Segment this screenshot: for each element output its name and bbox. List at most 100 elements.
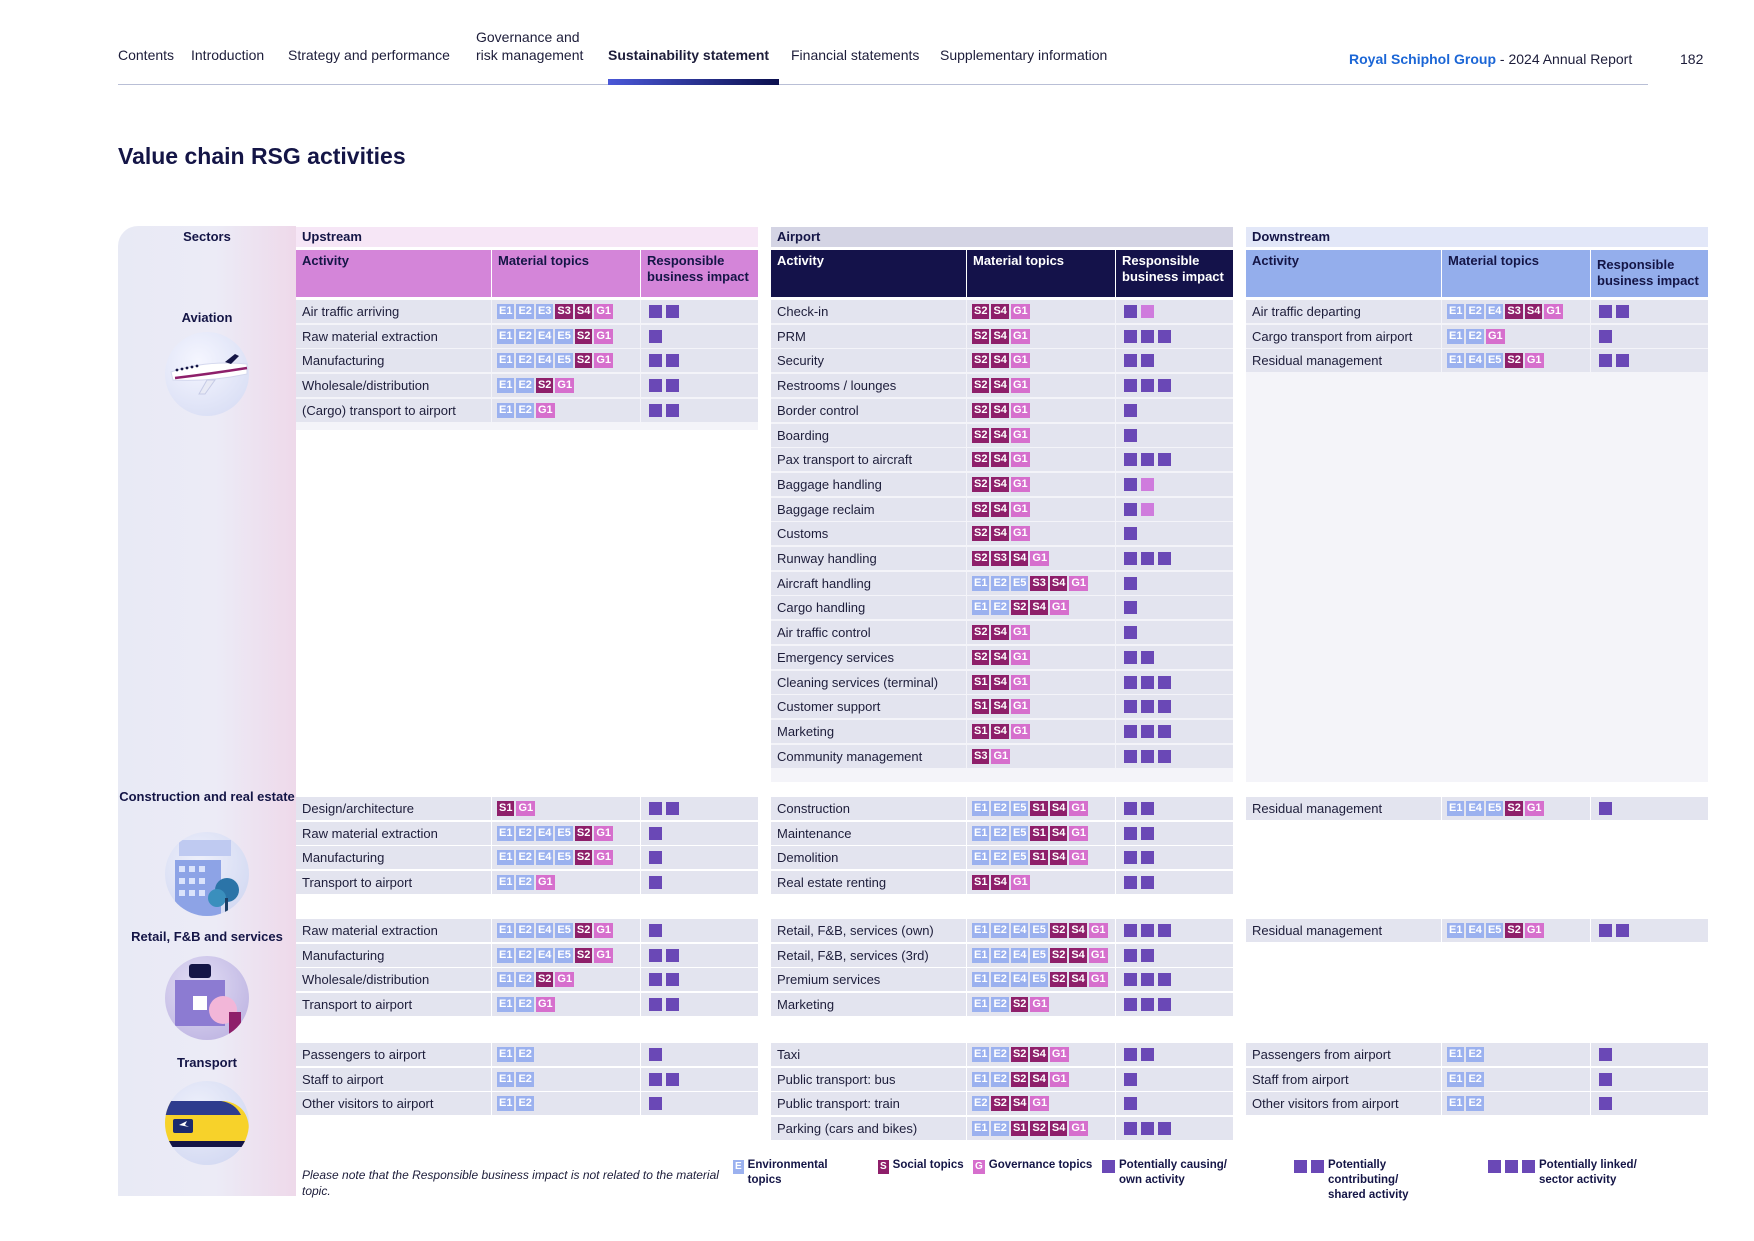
impact-square [1158,329,1171,343]
topic-tag: S3 [1030,575,1048,591]
airport-row: Premium services E1 E2 E4 E5 S2 S4 G1 [771,968,1233,992]
topic-tag: G1 [1485,328,1505,344]
topic-tag: E1 [497,328,515,344]
topic-tag: G1 [1049,600,1069,616]
topic-tag: G1 [555,378,575,394]
topic-tag: G1 [1010,674,1030,690]
activity-cell: Construction [771,797,966,820]
activity-cell: Security [771,349,966,373]
impact-square [1124,601,1137,615]
topic-tag: S1 [972,674,990,690]
topic-tag: E2 [972,1096,990,1112]
topic-tag: S2 [1010,997,1029,1013]
material-topics-cell: E1 E2 [1442,1067,1590,1091]
nav-financial[interactable]: Financial statements [791,47,920,63]
topic-tag: S4 [1010,551,1029,566]
topic-tag: S4 [991,501,1009,517]
topic-tag: E5 [1485,353,1504,369]
nav-introduction[interactable]: Introduction [191,47,265,63]
impact-cell [1116,571,1233,595]
material-topics-cell: E1 E2 [492,1043,640,1066]
impact-square [666,1072,679,1086]
topic-tag: E2 [516,1096,534,1112]
material-topics-cell: E1 E2 E4 E5 S2 S4 G1 [967,919,1115,942]
impact-cell [1116,522,1233,546]
legend-label: Social topics [892,1159,964,1171]
topic-tag: E5 [555,328,573,344]
impact-cell [641,871,758,895]
topic-tag: E1 [1447,1096,1465,1112]
impact-square [1141,724,1154,738]
topic-tag: G1 [1010,402,1030,418]
impact-square [1158,998,1171,1012]
nav-strategy[interactable]: Strategy and performance [288,47,450,63]
activity-cell: Premium services [771,968,966,992]
activity-cell: Air traffic departing [1246,300,1441,323]
activity-cell: Restrooms / lounges [771,374,966,398]
topic-tag: E1 [972,600,990,616]
nav-supplementary[interactable]: Supplementary information [940,47,1108,63]
topic-tag: E1 [972,801,990,816]
impact-cell [1591,300,1708,323]
nav-sustainability[interactable]: Sustainability statement [608,47,770,63]
activity-cell: Community management [771,744,966,768]
impact-square [1141,354,1154,368]
topic-tag: E5 [1010,801,1029,816]
impact-square [1124,998,1137,1012]
topic-tag: E2 [516,328,534,344]
impact-square [1124,428,1137,442]
airport-title: Airport [771,227,1233,247]
upstream-row: Raw material extraction E1 E2 E4 E5 S2 G1 [296,324,758,349]
material-topics-cell: E1 E2 S2 G1 [492,968,640,992]
topic-tag: S4 [991,304,1009,319]
impact-cell [1116,448,1233,472]
topic-tag: E4 [535,850,554,866]
impact-square [649,876,662,890]
topic-tag: E5 [555,353,573,369]
airport-row: Construction E1 E2 E5 S1 S4 G1 [771,797,1233,821]
topic-tag: E5 [1010,850,1029,866]
topic-tag: E2 [516,825,534,841]
material-topics-cell: E1 E2 G1 [492,871,640,895]
topic-tag: S1 [497,801,515,816]
impact-square [1599,1097,1612,1111]
topic-tag: S4 [1049,801,1068,816]
material-topics-cell: E1 E2 E4 E5 S2 G1 [492,324,640,348]
topic-tag: G1 [594,304,614,319]
impact-square [1141,973,1154,987]
material-topics-cell: E1 E2 S1 S2 S4 G1 [967,1117,1115,1141]
activity-cell: Raw material extraction [296,324,491,348]
activity-cell: Parking (cars and bikes) [771,1117,966,1141]
impact-square [1124,379,1137,393]
material-topics-cell: E1 E2 E4 E5 S2 S4 G1 [967,943,1115,967]
activity-cell: Marketing [771,993,966,1017]
impact-square [1599,1072,1612,1086]
material-topics-cell: E1 E2 E5 S3 S4 G1 [967,571,1115,595]
material-topics-cell: E1 E2 E4 E5 S2 G1 [492,919,640,942]
topic-tag: S4 [991,649,1009,665]
material-topics-cell: E1 E2 [492,1092,640,1116]
impact-square [1599,305,1612,318]
impact-square [1124,876,1137,890]
legend-tag: E [733,1160,744,1174]
legend-square [1488,1160,1501,1173]
impact-cell [1116,695,1233,719]
impact-square [1599,802,1612,815]
impact-square [1124,802,1137,815]
activity-cell: Residual management [1246,797,1441,820]
impact-square [1141,453,1154,467]
activity-cell: Residual management [1246,349,1441,373]
topic-tag: G1 [1010,649,1030,665]
upstream-row: Manufacturing E1 E2 E4 E5 S2 G1 [296,943,758,968]
impact-square [666,305,679,318]
topic-tag: E2 [991,923,1009,938]
topic-tag: S4 [1069,972,1087,988]
impact-square [649,826,662,840]
topic-tag: E2 [516,1047,534,1062]
nav-governance[interactable]: Governance and risk management [476,29,584,63]
material-topics-cell: E1 E2 S2 G1 [492,374,640,398]
nav-contents[interactable]: Contents [118,47,175,63]
downstream-impact-header: Responsible business impact [1591,250,1708,297]
material-topics-cell: E2 S2 S4 G1 [967,1092,1115,1116]
sector-name: Construction and real estate [119,789,295,804]
